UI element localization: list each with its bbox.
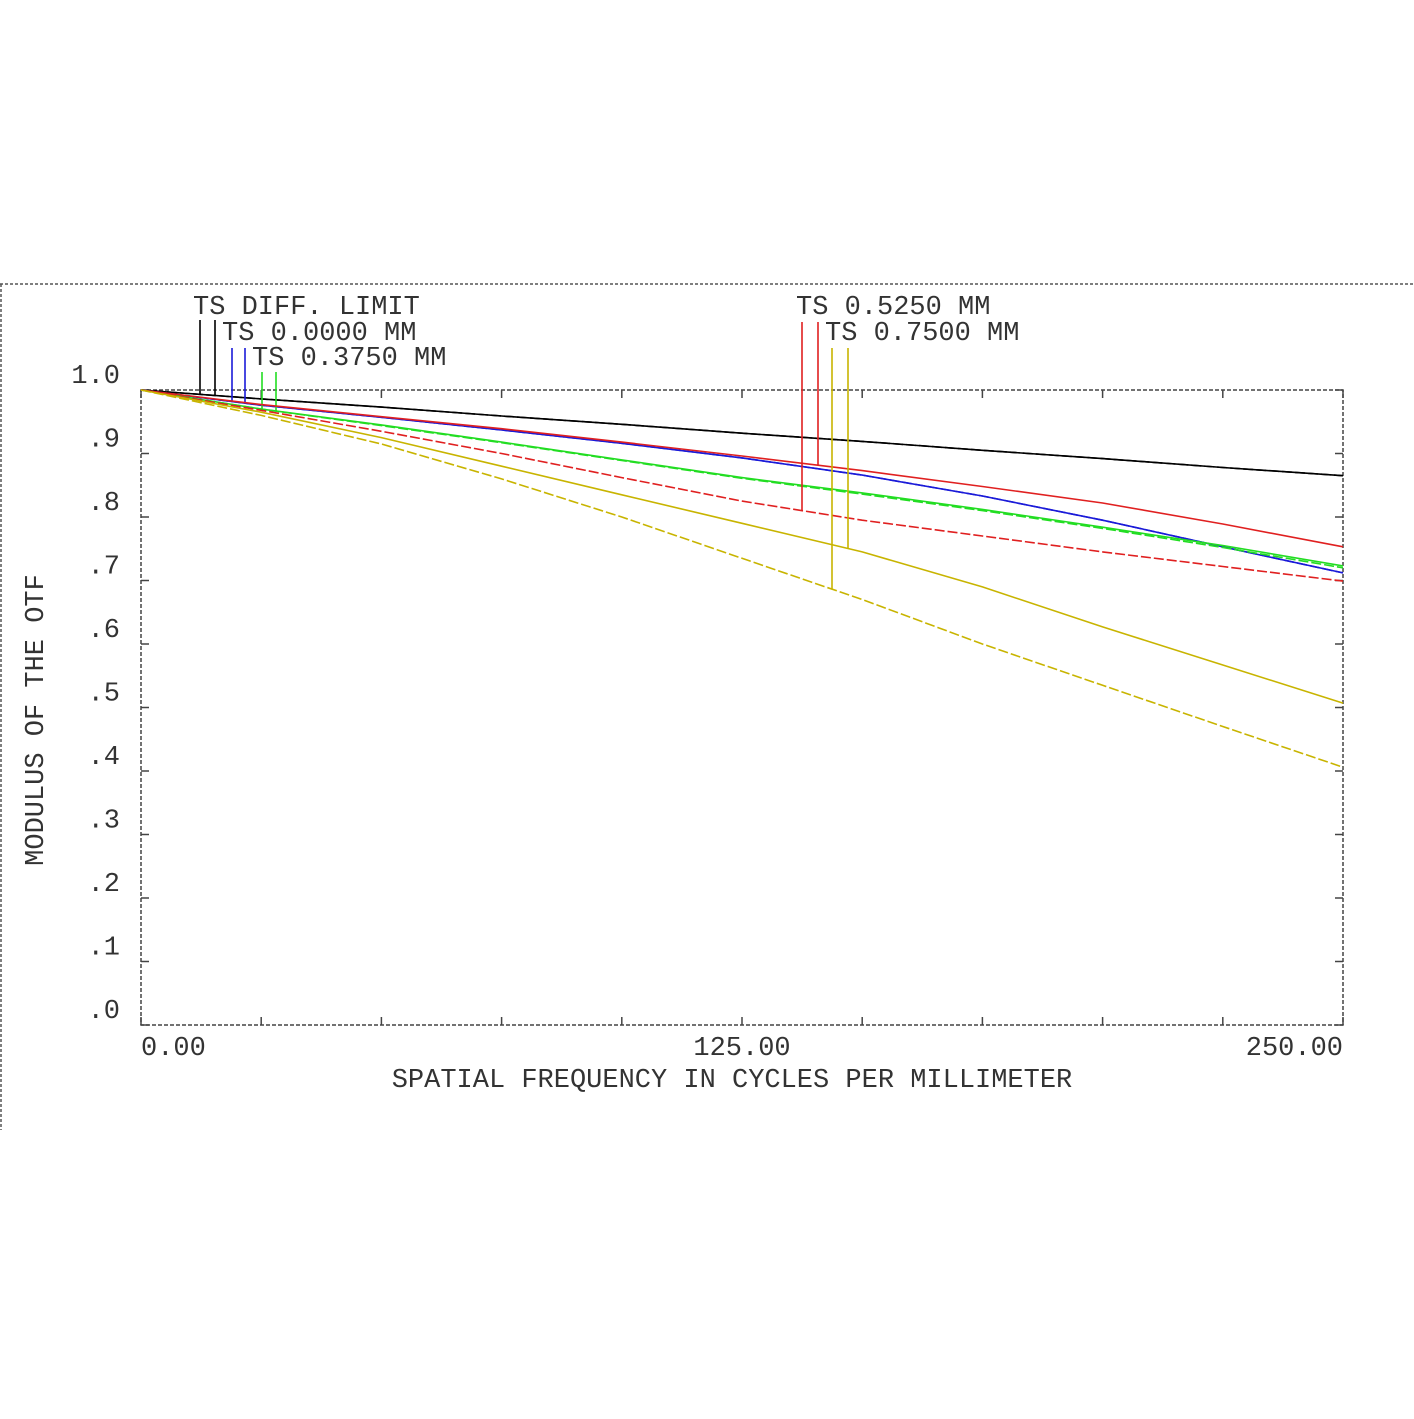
- tangential-line: [140, 389, 1344, 548]
- x-axis-label: SPATIAL FREQUENCY IN CYCLES PER MILLIMET…: [392, 1066, 1073, 1096]
- y-tick-label: .9: [88, 426, 120, 456]
- y-tick-label: .4: [88, 743, 120, 773]
- tangential-line: [140, 389, 1344, 567]
- y-tick-label: .3: [88, 807, 120, 837]
- legend-label: TS DIFF. LIMIT: [193, 293, 420, 323]
- y-tick-label: .6: [88, 616, 120, 646]
- plot-frame: [140, 389, 1344, 1026]
- y-axis-label: MODULUS OF THE OTF: [22, 574, 52, 866]
- x-tick-label: 125.00: [693, 1034, 790, 1064]
- x-tick-label: 0.00: [141, 1034, 206, 1064]
- sagittal-line: [140, 389, 1344, 768]
- y-tick-label: 1.0: [71, 362, 120, 392]
- y-tick-label: .1: [88, 934, 120, 964]
- sagittal-line: [140, 389, 1344, 582]
- y-tick-label: .2: [88, 870, 120, 900]
- legend-label: TS 0.5250 MM: [796, 293, 990, 323]
- y-tick-label: .8: [88, 489, 120, 519]
- legend-label: TS 0.7500 MM: [825, 319, 1019, 349]
- tangential-line: [140, 389, 1344, 477]
- x-tick-label: 250.00: [1246, 1034, 1343, 1064]
- tangential-line: [140, 389, 1344, 704]
- y-tick-label: .0: [88, 997, 120, 1027]
- legend-label: TS 0.0000 MM: [222, 319, 416, 349]
- y-tick-label: .5: [88, 680, 120, 710]
- y-tick-label: .7: [88, 553, 120, 583]
- legend-label: TS 0.3750 MM: [252, 344, 446, 374]
